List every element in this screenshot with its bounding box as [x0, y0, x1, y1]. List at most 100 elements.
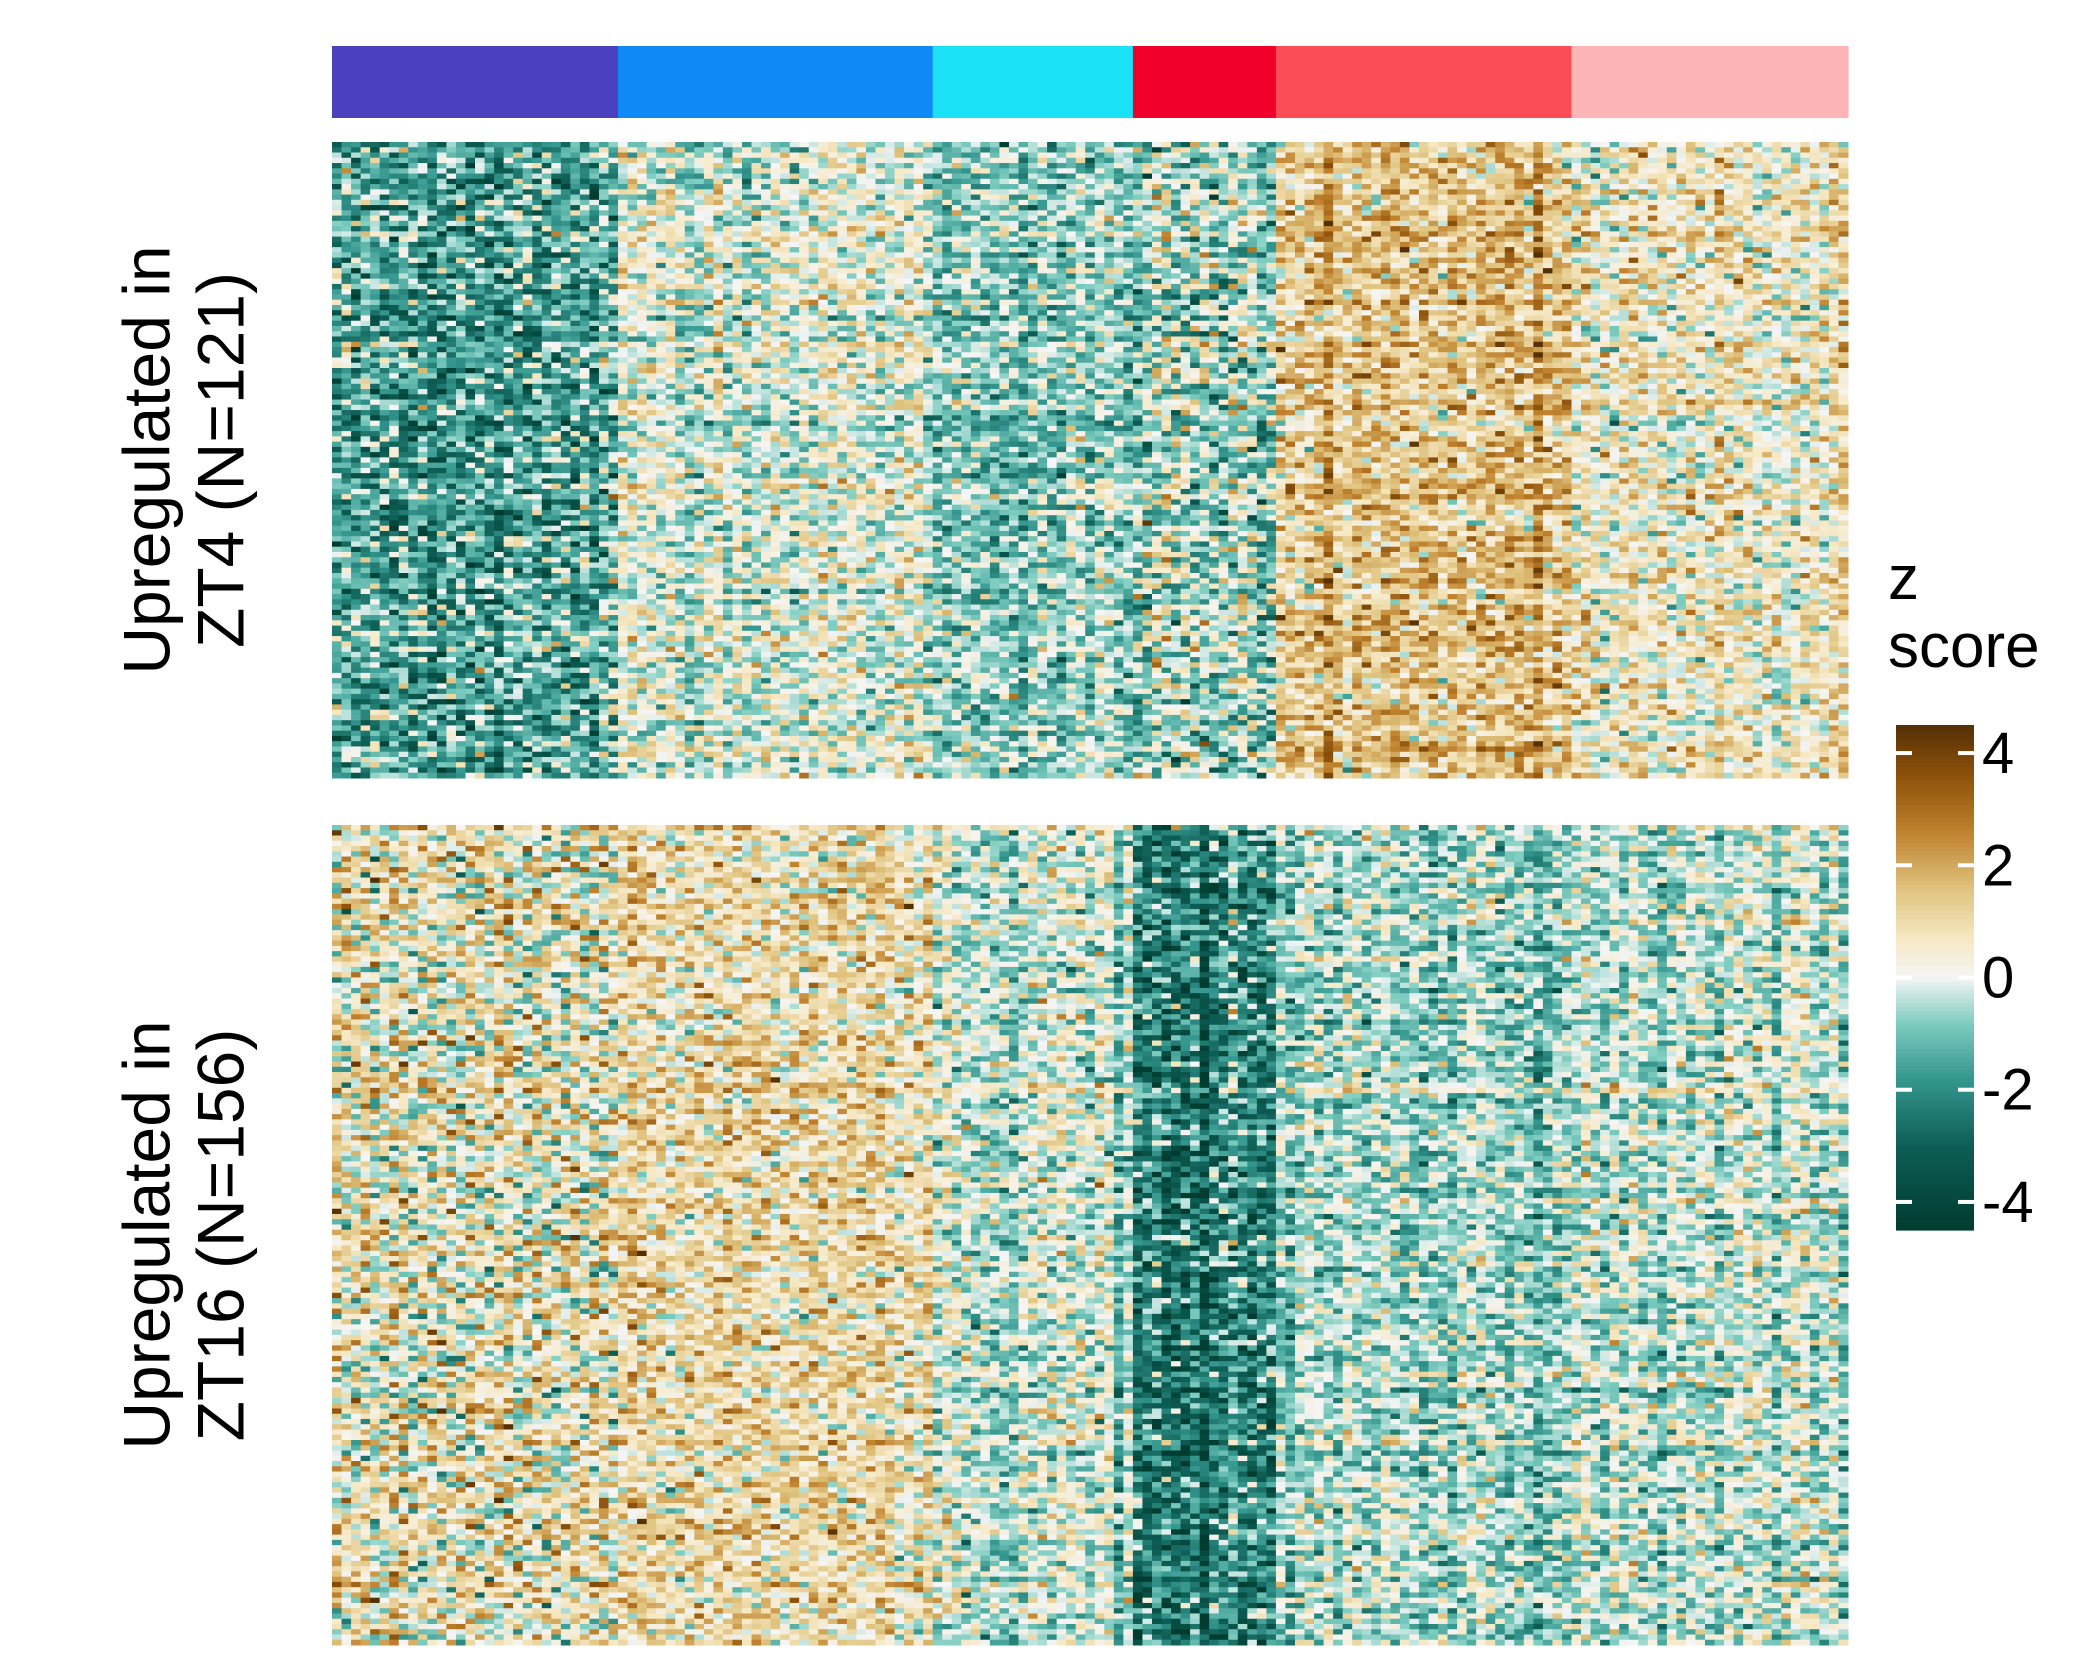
heatmap-cell	[923, 231, 934, 238]
heatmap-cell	[1495, 231, 1506, 238]
heatmap-cell	[1209, 236, 1220, 243]
heatmap-cell	[1676, 299, 1687, 306]
heatmap-cell	[1352, 152, 1363, 159]
heatmap-cell	[1256, 299, 1267, 306]
heatmap-cell	[522, 163, 533, 169]
heatmap-cell	[1571, 157, 1582, 164]
heatmap-cell	[713, 304, 724, 311]
heatmap-cell	[865, 152, 876, 159]
heatmap-cell	[780, 194, 791, 201]
heatmap-cell	[942, 273, 953, 280]
heatmap-cell	[1666, 194, 1677, 201]
heatmap-cell	[1266, 189, 1277, 196]
heatmap-cell	[608, 199, 619, 206]
heatmap-cell	[1409, 252, 1420, 259]
heatmap-cell	[541, 241, 552, 248]
heatmap-cell	[1438, 178, 1449, 185]
heatmap-cell	[1237, 220, 1248, 227]
heatmap-cell	[484, 236, 495, 243]
heatmap-cell	[1209, 184, 1220, 190]
heatmap-cell	[637, 220, 648, 227]
heatmap-cell	[446, 241, 457, 248]
heatmap-cell	[1399, 236, 1410, 243]
heatmap-cell	[827, 294, 838, 301]
heatmap-cell	[465, 289, 476, 295]
heatmap-cell	[522, 257, 533, 264]
heatmap-cell	[713, 199, 724, 206]
heatmap-cell	[1495, 194, 1506, 201]
heatmap-cell	[770, 241, 781, 248]
heatmap-cell	[1809, 199, 1820, 206]
heatmap-cell	[684, 168, 695, 175]
heatmap-cell	[446, 173, 457, 180]
heatmap-cell	[522, 294, 533, 301]
heatmap-cell	[475, 273, 486, 280]
heatmap-cell	[494, 215, 505, 222]
heatmap-cell	[1380, 194, 1391, 201]
heatmap-cell	[1342, 226, 1353, 232]
heatmap-cell	[608, 142, 619, 148]
heatmap-cell	[1781, 241, 1792, 248]
heatmap-cell	[608, 299, 619, 306]
heatmap-cell	[808, 273, 819, 280]
heatmap-cell	[417, 299, 428, 306]
heatmap-cell	[1218, 173, 1229, 180]
heatmap-cell	[455, 278, 466, 285]
heatmap-cell	[980, 289, 991, 295]
heatmap-cell	[1428, 278, 1439, 285]
heatmap-cell	[1380, 278, 1391, 285]
heatmap-cell	[1552, 262, 1563, 269]
heatmap-cell	[970, 215, 981, 222]
heatmap-cell	[1533, 231, 1544, 238]
heatmap-cell	[1581, 168, 1592, 175]
heatmap-cell	[560, 168, 571, 175]
heatmap-cell	[1457, 262, 1468, 269]
heatmap-cell	[1495, 252, 1506, 259]
heatmap-cell	[1609, 157, 1620, 164]
heatmap-cell	[1123, 142, 1134, 148]
heatmap-cell	[1781, 194, 1792, 201]
heatmap-cell	[1714, 152, 1725, 159]
heatmap-cell	[818, 257, 829, 264]
heatmap-cell	[1457, 163, 1468, 169]
heatmap-cell	[1561, 220, 1572, 227]
heatmap-cell	[1132, 205, 1143, 211]
heatmap-cell	[532, 163, 543, 169]
heatmap-cell	[1028, 231, 1039, 238]
heatmap-cell	[465, 283, 476, 290]
heatmap-cell	[1752, 194, 1763, 201]
heatmap-cell	[398, 215, 409, 222]
heatmap-cell	[494, 262, 505, 269]
heatmap-cell	[1113, 220, 1124, 227]
heatmap-cell	[961, 294, 972, 301]
heatmap-cell	[417, 289, 428, 295]
heatmap-cell	[1171, 178, 1182, 185]
heatmap-cell	[1800, 289, 1811, 295]
heatmap-cell	[1819, 157, 1830, 164]
heatmap-cell	[980, 178, 991, 185]
heatmap-cell	[1104, 236, 1115, 243]
heatmap-cell	[446, 226, 457, 232]
heatmap-cell	[637, 257, 648, 264]
heatmap-cell	[1809, 168, 1820, 175]
heatmap-cell	[1771, 289, 1782, 295]
heatmap-cell	[1571, 283, 1582, 290]
heatmap-cell	[1609, 173, 1620, 180]
heatmap-cell	[446, 283, 457, 290]
heatmap-cell	[1075, 268, 1086, 274]
heatmap-cell	[1771, 262, 1782, 269]
heatmap-cell	[1647, 247, 1658, 253]
heatmap-cell	[1209, 273, 1220, 280]
heatmap-cell	[1418, 241, 1429, 248]
heatmap-cell	[1361, 205, 1372, 211]
heatmap-cell	[1047, 252, 1058, 259]
heatmap-cell	[818, 252, 829, 259]
heatmap-cell	[913, 226, 924, 232]
heatmap-cell	[1485, 189, 1496, 196]
heatmap-cell	[1561, 226, 1572, 232]
column-group-6	[1571, 46, 1849, 118]
heatmap-cell	[799, 199, 810, 206]
heatmap-cell	[1380, 184, 1391, 190]
heatmap-cell	[1666, 273, 1677, 280]
heatmap-cell	[1066, 147, 1077, 154]
